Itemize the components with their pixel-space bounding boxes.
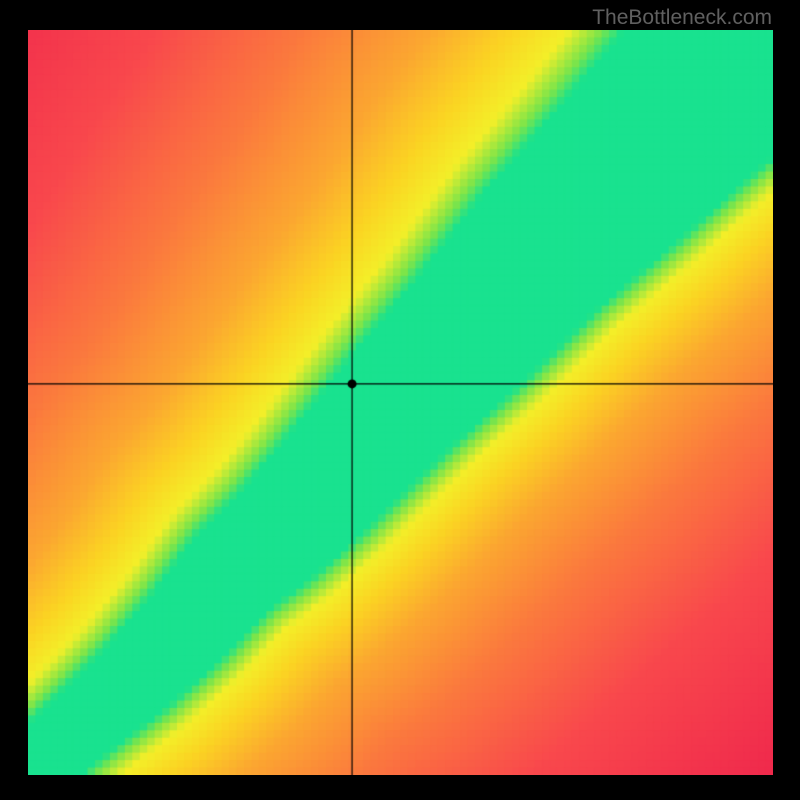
bottleneck-heatmap [28,30,773,775]
watermark-text: TheBottleneck.com [592,6,772,30]
chart-container: TheBottleneck.com [0,0,800,800]
